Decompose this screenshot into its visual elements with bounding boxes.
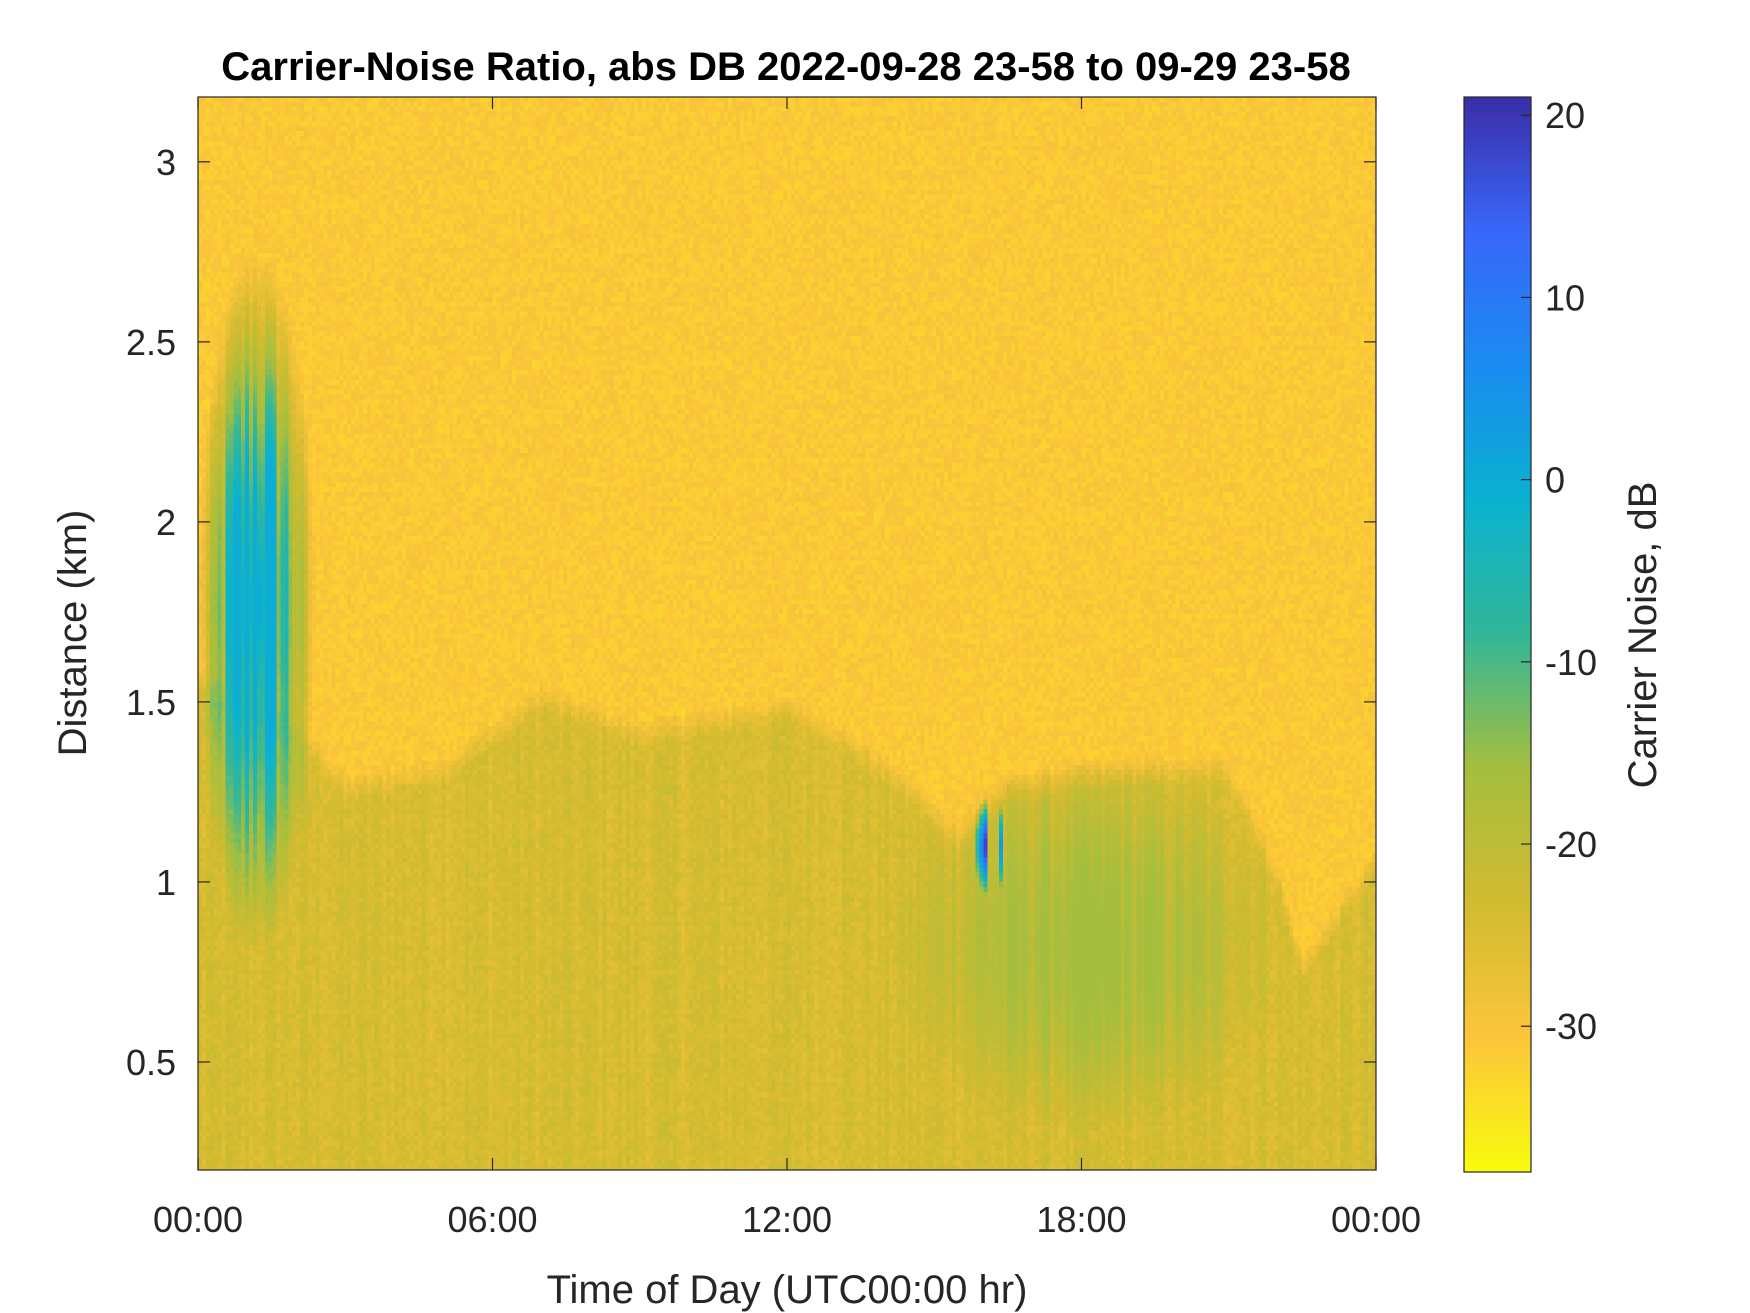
y-axis-label: Distance (km) bbox=[51, 510, 95, 757]
x-tick-label: 18:00 bbox=[1036, 1199, 1126, 1240]
x-axis-ticks: 00:00 06:00 12:00 18:00 00:00 bbox=[153, 97, 1421, 1240]
y-tick-label: 0.5 bbox=[126, 1042, 176, 1083]
y-tick-label: 3 bbox=[156, 142, 176, 183]
colorbar-tick-label: -20 bbox=[1545, 824, 1597, 865]
colorbar-frame bbox=[1463, 96, 1532, 1173]
colorbar-gradient bbox=[1464, 97, 1531, 1172]
y-tick-label: 2 bbox=[156, 502, 176, 543]
x-tick-label: 06:00 bbox=[447, 1199, 537, 1240]
colorbar-tick-label: -30 bbox=[1545, 1006, 1597, 1047]
chart-title: Carrier-Noise Ratio, abs DB 2022-09-28 2… bbox=[221, 45, 1350, 89]
x-axis-label: Time of Day (UTC00:00 hr) bbox=[547, 1268, 1028, 1312]
colorbar-tick-label: -10 bbox=[1545, 642, 1597, 683]
x-tick-label: 00:00 bbox=[1331, 1199, 1421, 1240]
colorbar-tick-label: 10 bbox=[1545, 277, 1585, 318]
colorbar-ticks: -30 -20 -10 0 10 20 bbox=[1521, 95, 1597, 1047]
colorbar-tick-label: 20 bbox=[1545, 95, 1585, 136]
colorbar-tick-label: 0 bbox=[1545, 460, 1565, 501]
y-axis-ticks: 0.5 1 1.5 2 2.5 3 bbox=[126, 142, 1376, 1083]
y-tick-label: 1.5 bbox=[126, 682, 176, 723]
x-tick-label: 12:00 bbox=[742, 1199, 832, 1240]
x-tick-label: 00:00 bbox=[153, 1199, 243, 1240]
colorbar-label: Carrier Noise, dB bbox=[1621, 482, 1665, 789]
heatmap-image bbox=[198, 97, 1376, 1170]
y-tick-label: 2.5 bbox=[126, 322, 176, 363]
plot-area: 00:00 06:00 12:00 18:00 00:00 0.5 1 1.5 2 2.5 3 bbox=[126, 96, 1421, 1240]
y-tick-label: 1 bbox=[156, 862, 176, 903]
colorbar: -30 -20 -10 0 10 20 Carrier Noise, dB bbox=[1463, 95, 1665, 1173]
